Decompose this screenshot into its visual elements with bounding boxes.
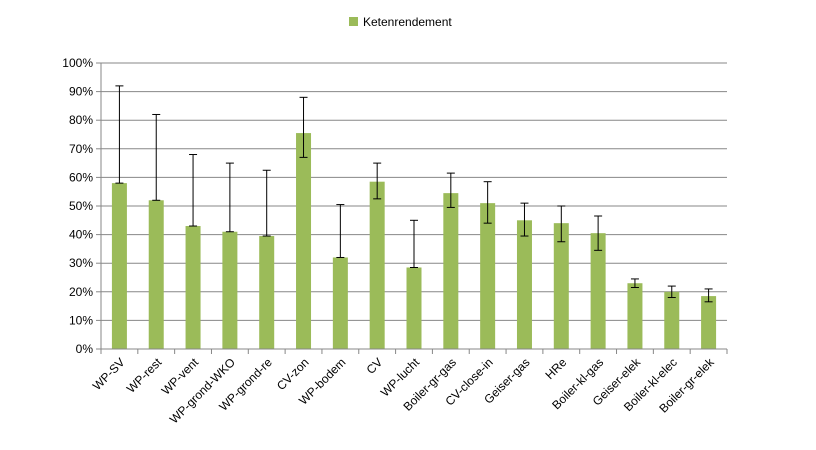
y-tick-label: 20% [69,285,93,299]
error-bar [373,162,382,200]
error-bar [336,204,345,258]
error-bar [410,219,418,268]
bar [222,231,238,349]
error-bar [594,215,603,251]
error-bar [299,96,308,158]
error-bar [630,278,639,289]
error-bar [152,113,161,201]
error-bar [446,172,455,208]
bar [480,203,496,349]
y-tick-label: 0% [76,342,94,356]
bar [516,220,532,349]
legend-swatch [349,17,358,26]
y-tick-label: 100% [62,56,93,70]
x-tick-label: WP-grond-WKO [167,355,238,426]
gridlines [101,62,727,321]
error-bar [189,154,198,227]
y-tick-label: 90% [69,85,93,99]
axes [96,62,728,354]
bar [627,283,643,349]
y-tick-label: 70% [69,142,93,156]
bar [406,267,422,349]
bar [701,296,717,349]
error-bar [667,285,676,299]
bar [185,226,201,349]
legend-label: Ketenrendement [363,15,452,29]
bars [111,133,717,349]
error-bar [557,205,566,243]
error-bar [225,162,234,233]
bar [443,193,459,349]
bar [664,291,680,349]
y-tick-label: 40% [69,228,93,242]
bar [111,183,127,349]
y-tick-label: 10% [69,313,93,327]
bar [369,181,385,349]
x-axis-tick-labels: WP-SVWP-restWP-ventWP-grond-WKOWP-grond-… [90,355,718,427]
bar [332,257,348,349]
x-tick-label: WP-rest [124,355,165,396]
bar [148,200,164,349]
x-tick-label: WP-SV [90,355,128,393]
bar [259,236,275,349]
error-bar [115,85,124,184]
x-tick-label: CV [364,355,386,377]
bar [296,133,312,349]
bar [553,223,569,349]
error-bar [704,288,713,303]
y-tick-label: 80% [69,113,93,127]
y-tick-label: 30% [69,256,93,270]
x-tick-label: HRe [543,355,570,382]
y-tick-label: 50% [69,199,93,213]
error-bar [520,202,529,237]
bar [590,233,606,349]
legend: Ketenrendement [349,15,452,29]
error-bars [115,85,713,303]
error-bar [483,181,492,224]
y-axis-tick-labels: 0% 10% 20% 30% 40% 50% 60% 70% 80% 90% 100% [62,56,93,356]
y-tick-label: 60% [69,170,93,184]
error-bar [262,169,271,237]
